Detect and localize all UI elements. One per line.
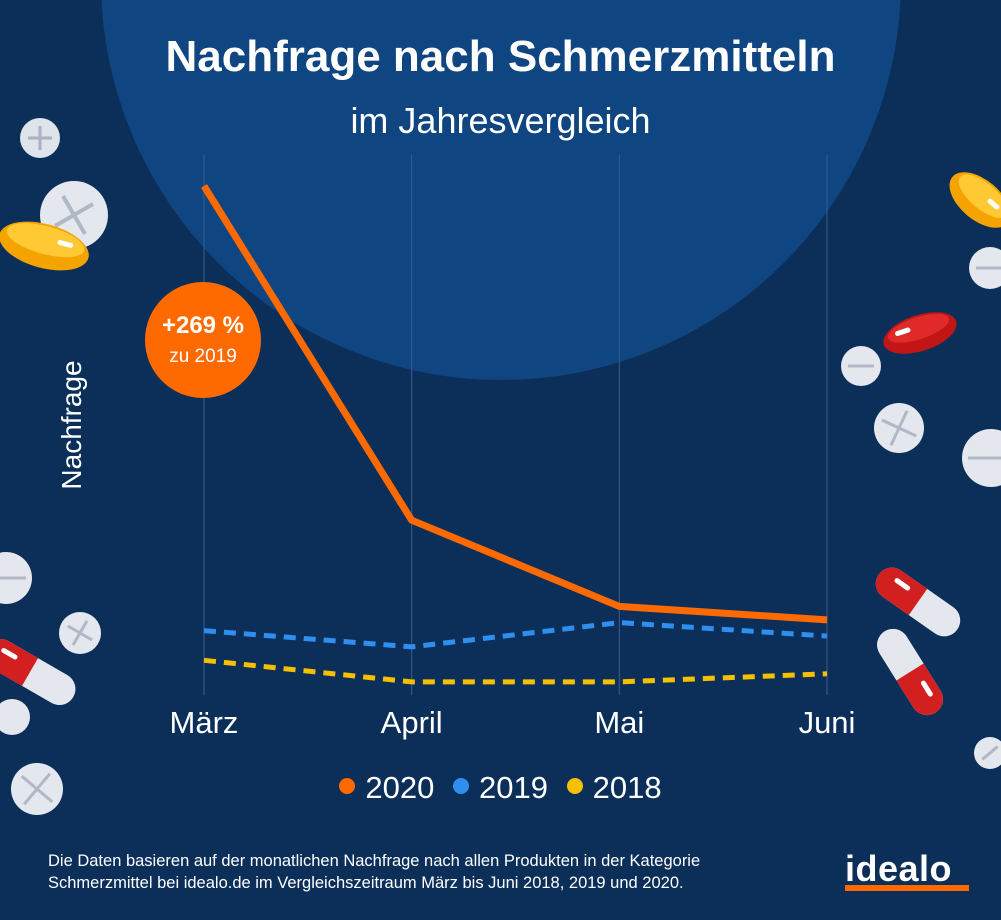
tablet-icon — [841, 346, 881, 386]
legend-label: 2019 — [479, 770, 548, 805]
annotation-badge: +269 % zu 2019 — [145, 282, 261, 398]
legend-dot-icon — [339, 778, 356, 794]
legend-item-2020: 2020 — [339, 770, 434, 806]
x-axis-tick-labels: März April Mai Juni — [170, 705, 856, 740]
idealo-logo: idealo — [845, 848, 953, 889]
x-tick-label: Juni — [799, 705, 856, 740]
legend-item-2018: 2018 — [566, 770, 662, 806]
tablet-icon — [969, 247, 1001, 289]
tablet-icon — [874, 403, 924, 453]
tablet-icon — [962, 429, 1001, 487]
footnote: Die Daten basieren auf der monatlichen N… — [48, 850, 808, 894]
series-layer — [201, 184, 828, 685]
tablet-icon — [0, 552, 32, 604]
tablet-icon — [974, 737, 1001, 769]
series-line-2019 — [203, 620, 828, 650]
legend-dot-icon — [453, 778, 470, 794]
capsule-icon — [875, 567, 961, 637]
series-line-2020 — [201, 184, 828, 624]
capsule-icon — [883, 312, 957, 354]
legend-label: 2020 — [365, 770, 435, 805]
tablet-icon — [20, 118, 60, 158]
capsule-icon — [0, 221, 89, 271]
footnote-line: Die Daten basieren auf der monatlichen N… — [48, 852, 701, 870]
logo-underline — [845, 885, 969, 891]
background-circle — [101, 0, 901, 380]
capsule-icon — [877, 628, 943, 716]
series-line-2018 — [203, 657, 828, 685]
x-tick-label: Mai — [594, 705, 644, 740]
footnote-line: Schmerzmittel bei idealo.de im Vergleich… — [48, 874, 684, 892]
capsule-icon — [949, 172, 1001, 228]
chart-title: Nachfrage nach Schmerzmitteln — [165, 32, 836, 81]
y-axis-label: Nachfrage — [56, 360, 87, 490]
x-tick-label: April — [381, 705, 443, 740]
legend-label: 2018 — [592, 770, 662, 805]
decorative-pills — [0, 118, 1001, 815]
legend: 2020 2019 2018 — [0, 770, 1001, 806]
badge-value: +269 % — [161, 312, 245, 339]
tablet-icon — [11, 763, 63, 815]
tablet-icon — [0, 699, 30, 735]
tablet-icon — [59, 612, 101, 654]
chart-subtitle: im Jahresvergleich — [350, 100, 651, 141]
legend-item-2019: 2019 — [453, 770, 548, 806]
capsule-icon — [0, 639, 76, 705]
badge-text: zu 2019 — [169, 346, 237, 367]
legend-dot-icon — [566, 778, 583, 794]
x-tick-label: März — [170, 705, 239, 740]
